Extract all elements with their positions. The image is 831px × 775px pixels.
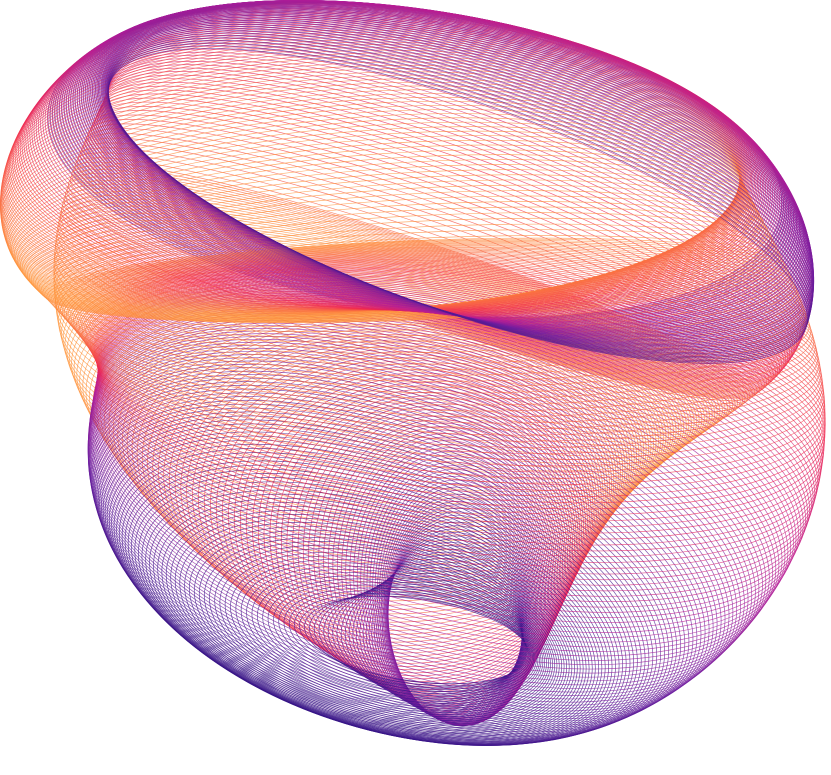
curve <box>118 452 624 746</box>
curve <box>81 257 821 442</box>
curve <box>80 2 805 330</box>
curve <box>189 525 567 730</box>
curve <box>79 255 819 430</box>
curve <box>356 447 551 719</box>
curve <box>69 250 810 394</box>
curve <box>219 548 553 719</box>
curve <box>102 423 650 745</box>
curve <box>141 320 626 606</box>
curve <box>92 266 826 497</box>
curve <box>308 408 569 702</box>
curve <box>95 403 670 740</box>
curve <box>72 252 813 406</box>
curve <box>73 277 667 528</box>
curve <box>269 385 581 685</box>
curve <box>63 247 805 376</box>
curve <box>108 435 638 746</box>
curve <box>116 448 627 746</box>
curve <box>113 443 631 746</box>
curve <box>66 269 674 514</box>
curve <box>193 529 565 728</box>
curve <box>293 593 531 687</box>
curve <box>89 377 698 729</box>
curve <box>91 388 686 734</box>
curve <box>262 575 539 702</box>
curve <box>288 590 532 690</box>
curve <box>74 0 802 327</box>
curve <box>76 253 816 418</box>
curve <box>93 268 826 510</box>
curve <box>323 586 526 693</box>
curve <box>275 388 579 688</box>
curve <box>83 258 822 448</box>
curve <box>304 595 529 685</box>
curve <box>76 280 664 533</box>
curve <box>79 282 662 537</box>
curve <box>101 419 654 744</box>
curve <box>209 354 600 654</box>
curve <box>96 276 823 546</box>
curve <box>97 277 822 552</box>
curve <box>88 262 825 473</box>
curve <box>57 252 690 488</box>
curve <box>95 272 825 528</box>
curve <box>90 264 826 485</box>
curve <box>170 510 578 736</box>
curve <box>88 5 810 334</box>
curve <box>93 399 674 739</box>
curve <box>16 154 756 318</box>
curve <box>107 48 808 364</box>
curve <box>278 584 535 695</box>
curve <box>111 439 634 746</box>
curve <box>58 244 799 359</box>
curve <box>85 260 824 461</box>
curve <box>257 572 540 704</box>
curve <box>63 0 794 323</box>
curve <box>65 248 807 382</box>
curve <box>184 521 570 732</box>
curve <box>84 3 808 332</box>
curve <box>76 1 803 328</box>
curve <box>179 518 573 733</box>
curve <box>165 505 581 737</box>
curve <box>82 2 807 331</box>
curve <box>214 544 556 721</box>
curve <box>71 274 669 523</box>
curve <box>228 363 594 664</box>
curve <box>72 0 800 326</box>
